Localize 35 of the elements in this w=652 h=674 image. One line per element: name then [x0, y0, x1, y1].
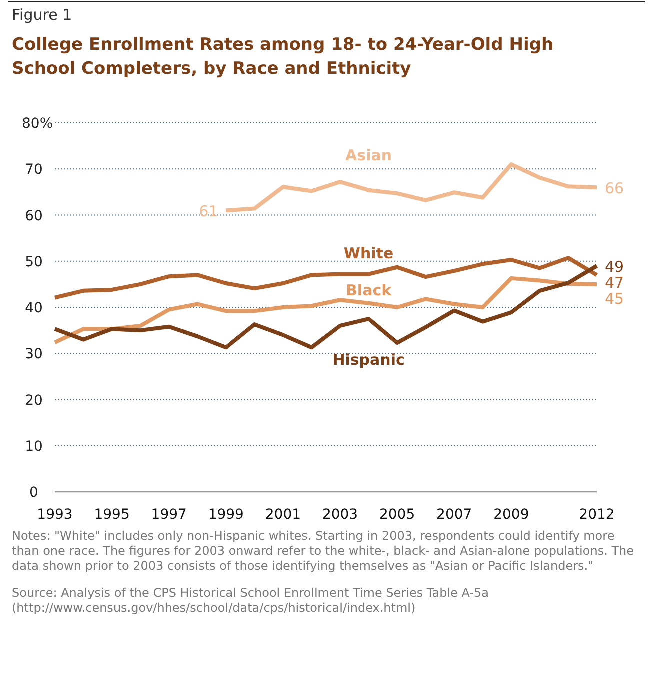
series-label: White [344, 244, 394, 262]
series-label: Hispanic [332, 351, 405, 370]
text: Notes: "White" includes only non-Hispanic whites. Starting in 2003, respondents could identify more than one race. The figures for 2003 onward refer to the white-, black- and Asian-alone populations. The data shown prior to 2003 consists of those identifying themselves as "Asian or Pacific Islanders." [12, 529, 634, 573]
data-label: 61 [199, 202, 218, 221]
y-tick-label: 60 [25, 208, 43, 224]
x-tick-label: 2005 [379, 507, 416, 523]
y-tick-label: 0 [30, 485, 38, 501]
x-tick-label: 1993 [37, 507, 73, 523]
x-tick-label: 2007 [436, 507, 472, 523]
source-note: Source: Analysis of the CPS Historical School Enrollment Time Series Table A-5a (http://www.census.gov/hhes/school/data/cps/historical/index.html) [12, 586, 490, 615]
line-series [53, 264, 599, 350]
y-tick-label: 50 [25, 254, 43, 270]
x-tick-label: 2001 [265, 507, 302, 523]
line-series [53, 276, 599, 345]
data-label: 66 [605, 180, 624, 198]
x-tick-label: 1997 [151, 507, 187, 523]
chart-title: College Enrollment Rates among 18- to 24-Year-Old High School Completers, by Race and Ethnicity [12, 35, 554, 79]
series-label: Asian [346, 146, 392, 164]
y-tick-label: 10 [25, 438, 43, 455]
x-tick-label: 1995 [94, 507, 130, 523]
x-tick-label: 1999 [208, 507, 244, 523]
data-label: 45 [605, 290, 624, 308]
y-tick-label: 80% [22, 116, 54, 132]
x-tick-label: 2009 [494, 507, 530, 523]
y-tick-label: 20 [25, 392, 43, 409]
data-label: 47 [605, 274, 624, 292]
y-tick-label: 40 [25, 300, 43, 316]
x-tick-label: 2003 [322, 507, 358, 523]
x-tick-label: 2012 [579, 507, 615, 523]
caption: Figure 1 [12, 6, 72, 24]
series-label: Black [346, 281, 393, 300]
data-label: 49 [605, 258, 624, 276]
y-tick-label: 70 [25, 162, 43, 178]
y-tick-label: 30 [25, 346, 43, 363]
line-series [224, 162, 599, 213]
